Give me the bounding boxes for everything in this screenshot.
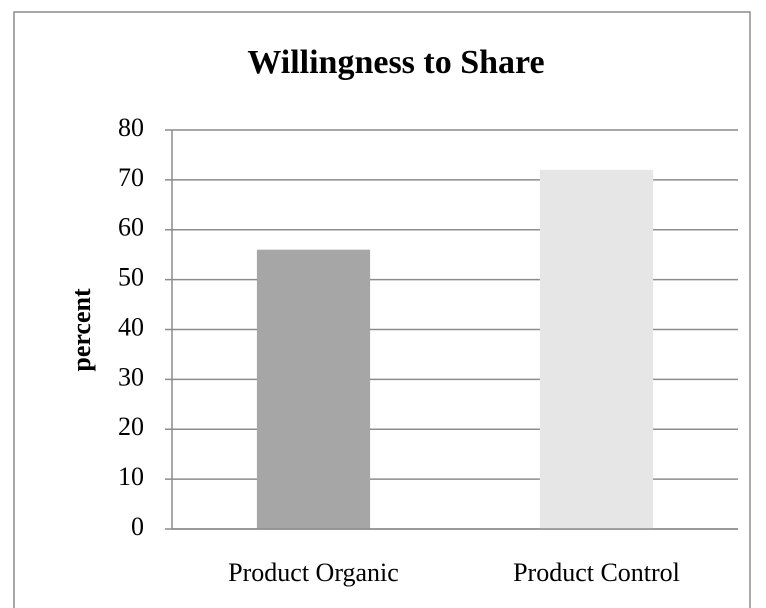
y-tick-label: 80 [118, 113, 144, 142]
x-tick-label: Product Organic [228, 558, 399, 587]
y-tick-label: 30 [118, 362, 144, 391]
bar [539, 169, 654, 529]
y-tick-label: 20 [118, 412, 144, 441]
y-tick-label: 70 [118, 163, 144, 192]
y-axis-label: percent [67, 288, 96, 372]
x-tick-label: Product Control [513, 558, 680, 587]
y-tick-label: 60 [118, 213, 144, 242]
y-tick-label: 50 [118, 263, 144, 292]
y-tick-label: 40 [118, 312, 144, 341]
chart-title: Willingness to Share [247, 44, 544, 81]
y-tick-label: 0 [131, 512, 144, 541]
y-tick-label: 10 [118, 462, 144, 491]
bar [256, 249, 371, 529]
